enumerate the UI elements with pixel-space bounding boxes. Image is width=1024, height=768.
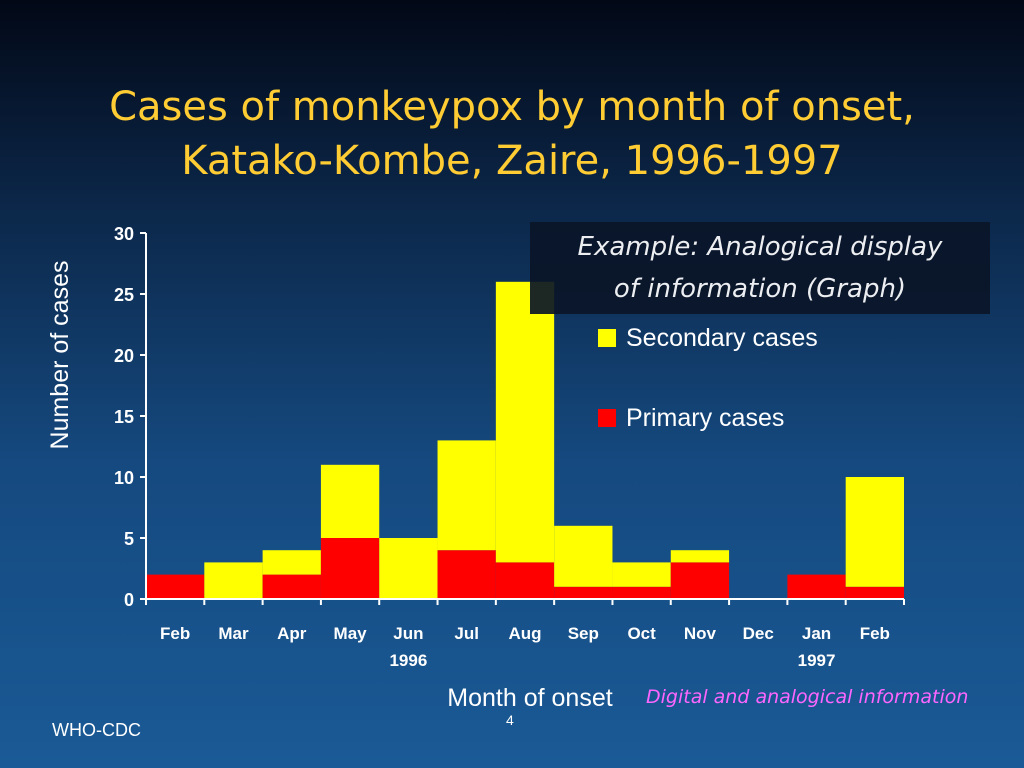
bar-primary-cases-0 bbox=[146, 574, 205, 599]
legend-item-primary: Primary cases bbox=[598, 404, 784, 433]
callout-line-2: of information (Graph) bbox=[613, 274, 907, 304]
legend-swatch-primary bbox=[598, 409, 616, 427]
bar-secondary-cases-4 bbox=[379, 538, 438, 599]
x-tick-label-10: Dec bbox=[743, 624, 774, 643]
x-tick-label-8: Oct bbox=[627, 624, 656, 643]
y-tick-label-5: 5 bbox=[124, 529, 134, 549]
bar-secondary-cases-8 bbox=[612, 562, 671, 587]
bar-secondary-cases-7 bbox=[554, 525, 613, 587]
bar-primary-cases-3 bbox=[320, 538, 380, 599]
y-tick-label-30: 30 bbox=[114, 224, 134, 244]
example-callout: Example: Analogical display of informati… bbox=[530, 222, 990, 314]
x-tick-label-6: Aug bbox=[508, 624, 541, 643]
bar-primary-cases-9 bbox=[670, 562, 730, 599]
bar-secondary-cases-9 bbox=[670, 550, 730, 563]
y-tick-label-15: 15 bbox=[114, 407, 134, 427]
x-tick-label-2: Apr bbox=[277, 624, 307, 643]
legend-label-secondary: Secondary cases bbox=[626, 324, 818, 352]
x-tick-label-5: Jul bbox=[454, 624, 479, 643]
y-tick-label-20: 20 bbox=[114, 346, 134, 366]
bars-layer bbox=[146, 281, 904, 599]
bar-secondary-cases-6 bbox=[495, 281, 555, 563]
bar-primary-cases-2 bbox=[262, 574, 321, 599]
legend-swatch-secondary bbox=[598, 329, 616, 347]
year-label-1996: 1996 bbox=[389, 651, 427, 670]
x-tick-label-9: Nov bbox=[684, 624, 717, 643]
title-line-1: Cases of monkeypox by month of onset, bbox=[109, 84, 915, 130]
bar-primary-cases-7 bbox=[554, 586, 613, 599]
x-tick-label-1: Mar bbox=[218, 624, 249, 643]
bar-secondary-cases-3 bbox=[320, 464, 380, 538]
y-tick-label-25: 25 bbox=[114, 285, 134, 305]
digital-analogical-note: Digital and analogical information bbox=[646, 686, 969, 708]
bar-primary-cases-11 bbox=[787, 574, 846, 599]
x-tick-label-4: Jun bbox=[393, 624, 423, 643]
labels-layer: 0 5 10 15 20 25 30 Feb Mar Apr May Jun Jul Aug Sep Oct N… bbox=[46, 224, 890, 712]
x-tick-label-3: May bbox=[334, 624, 368, 643]
x-tick-label-11: Jan bbox=[802, 624, 831, 643]
bar-secondary-cases-12 bbox=[845, 477, 904, 587]
page-number: 4 bbox=[506, 712, 514, 728]
axes-layer bbox=[140, 232, 905, 605]
y-tick-label-0: 0 bbox=[124, 590, 134, 610]
y-axis-title: Number of cases bbox=[46, 261, 74, 450]
bar-primary-cases-6 bbox=[495, 562, 555, 599]
x-tick-label-7: Sep bbox=[568, 624, 599, 643]
slide-title: Cases of monkeypox by month of onset, Ka… bbox=[0, 80, 1024, 188]
legend-label-primary: Primary cases bbox=[626, 404, 785, 432]
footer-source: WHO-CDC bbox=[52, 720, 141, 740]
legend-item-secondary: Secondary cases bbox=[598, 324, 818, 353]
bar-primary-cases-8 bbox=[612, 586, 671, 599]
year-label-1997: 1997 bbox=[798, 651, 836, 670]
callout-line-1: Example: Analogical display bbox=[577, 232, 943, 262]
bar-secondary-cases-2 bbox=[262, 550, 321, 575]
bar-secondary-cases-5 bbox=[437, 440, 496, 551]
bar-primary-cases-12 bbox=[845, 586, 904, 599]
x-tick-label-0: Feb bbox=[160, 624, 190, 643]
title-line-2: Katako-Kombe, Zaire, 1996-1997 bbox=[181, 138, 843, 184]
x-tick-label-12: Feb bbox=[860, 624, 890, 643]
bar-primary-cases-5 bbox=[437, 550, 496, 599]
x-axis-title: Month of onset bbox=[447, 684, 612, 712]
y-tick-label-10: 10 bbox=[114, 468, 134, 488]
bar-secondary-cases-1 bbox=[204, 562, 263, 599]
